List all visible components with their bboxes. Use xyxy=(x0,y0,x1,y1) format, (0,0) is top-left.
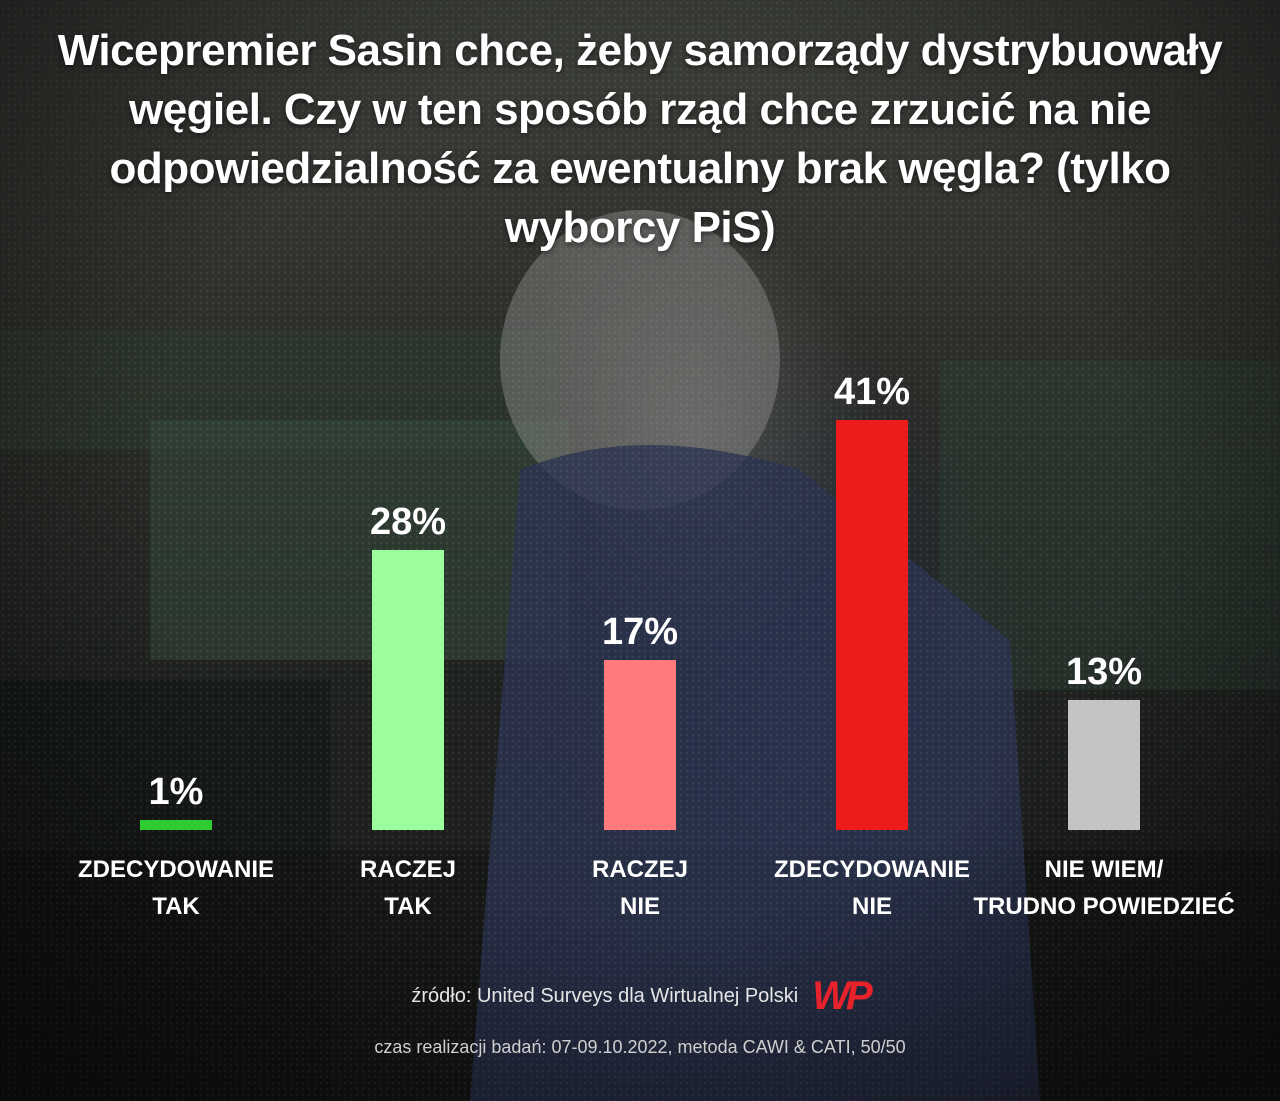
value-label-2: 17% xyxy=(602,611,678,653)
chart-title: Wicepremier Sasin chce, żeby samorządy d… xyxy=(57,26,1223,252)
bar-4 xyxy=(1068,700,1140,830)
bars-group: 1% ZDECYDOWANIE TAK 28% RACZEJ TAK 17% RACZEJ NI… xyxy=(78,371,1235,920)
category-label-2-1: NIE xyxy=(620,893,660,920)
value-label-4: 13% xyxy=(1066,651,1142,693)
source-line: źródło: United Surveys dla Wirtualnej Po… xyxy=(0,976,1280,1016)
source-text: źródło: United Surveys dla Wirtualnej Po… xyxy=(411,984,799,1007)
value-label-3: 41% xyxy=(834,371,910,413)
category-label-4-0: NIE WIEM/ xyxy=(1045,856,1164,883)
category-label-0-0: ZDECYDOWANIE xyxy=(78,856,274,883)
bar-3 xyxy=(836,420,908,830)
bar-2 xyxy=(604,660,676,830)
category-label-2-0: RACZEJ xyxy=(592,856,688,883)
category-label-4-1: TRUDNO POWIEDZIEĆ xyxy=(973,892,1234,920)
value-label-1: 28% xyxy=(370,501,446,543)
category-label-3-0: ZDECYDOWANIE xyxy=(774,856,970,883)
category-label-1-1: TAK xyxy=(384,893,432,920)
category-label-0-1: TAK xyxy=(152,893,200,920)
bar-1 xyxy=(372,550,444,830)
value-label-0: 1% xyxy=(149,771,204,813)
method-note: czas realizacji badań: 07-09.10.2022, me… xyxy=(374,1037,906,1057)
category-label-3-1: NIE xyxy=(852,893,892,920)
category-label-1-0: RACZEJ xyxy=(360,856,456,883)
wp-logo: WP xyxy=(812,974,872,1018)
bar-0 xyxy=(140,820,212,830)
